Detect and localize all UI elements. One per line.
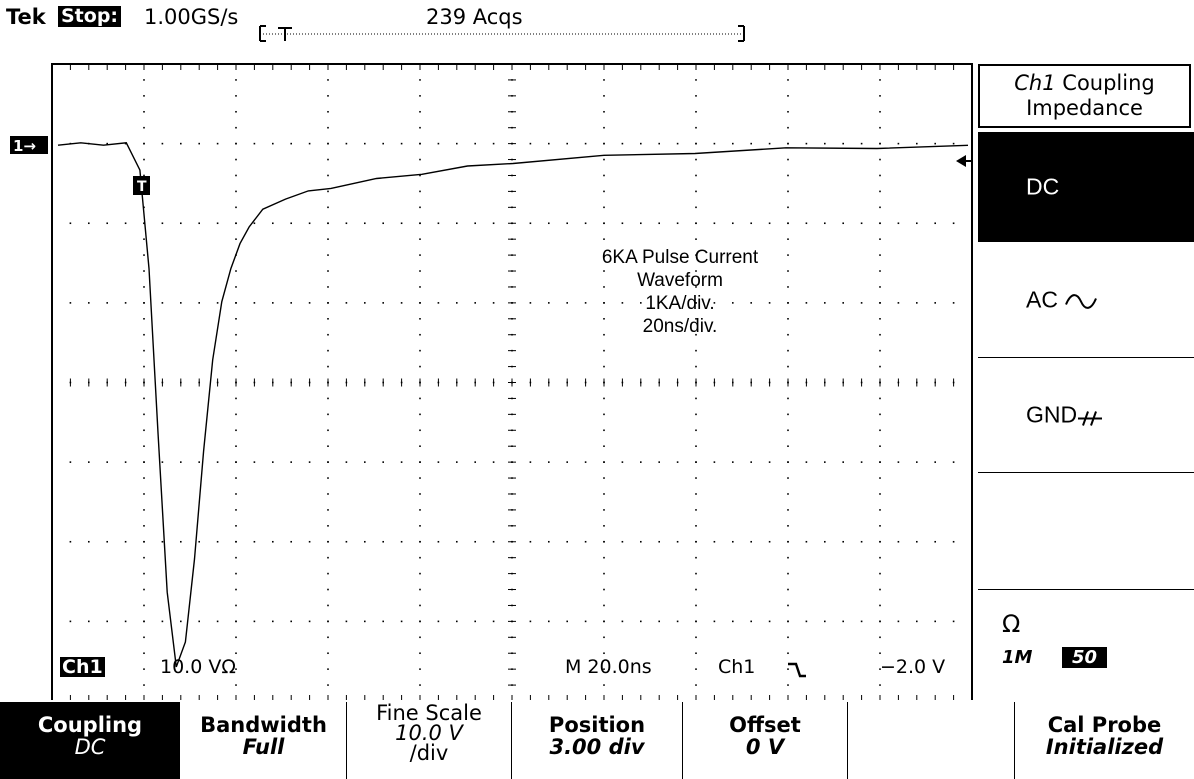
- impedance-option-1m[interactable]: 1M: [1002, 647, 1033, 668]
- annotation-line: 1KA/div.: [645, 293, 715, 314]
- timebase-readout: M 20.0ns: [565, 656, 652, 678]
- status-bar: Tek Stop: 1.00GS/s 239 Acqs: [0, 0, 1194, 60]
- channel-1-marker: 1→: [10, 136, 48, 155]
- side-menu-title-channel: Ch1: [1014, 71, 1056, 95]
- menu-fine-scale-unit: /div: [409, 741, 449, 765]
- side-item-empty[interactable]: [978, 473, 1194, 587]
- side-menu-title: Ch1 Coupling Impedance: [978, 64, 1191, 128]
- menu-fine-scale-value: 10.0 V: [395, 721, 463, 745]
- menu-empty-button[interactable]: [848, 702, 1014, 779]
- annotation-line: Waveform: [637, 270, 723, 291]
- annotation-line: 20ns/div.: [642, 316, 718, 337]
- side-item-impedance[interactable]: Ω 1M 50: [978, 590, 1194, 700]
- impedance-option-50[interactable]: 50: [1062, 647, 1108, 668]
- ground-icon: [1078, 411, 1103, 426]
- menu-bandwidth-value: Full: [242, 735, 285, 759]
- menu-fine-scale-label: Fine Scale: [376, 701, 482, 725]
- side-item-ac-text: AC: [1026, 286, 1058, 313]
- trigger-level-readout: −2.0 V: [880, 656, 946, 678]
- menu-cal-probe-button[interactable]: Cal Probe Initialized: [1015, 702, 1194, 779]
- side-item-ac[interactable]: AC: [978, 243, 1194, 357]
- side-item-gnd[interactable]: GND: [978, 358, 1194, 472]
- menu-offset-label: Offset: [729, 713, 801, 737]
- falling-edge-icon: [788, 662, 806, 678]
- menu-coupling-button[interactable]: Coupling DC: [0, 702, 180, 779]
- waveform-annotation: 6KA Pulse Current Waveform 1KA/div. 20ns…: [540, 246, 820, 338]
- menu-coupling-label: Coupling: [37, 713, 143, 737]
- ch1-waveform-trace: [57, 142, 969, 668]
- trigger-point-marker-label: T: [137, 179, 147, 195]
- menu-bandwidth-label: Bandwidth: [200, 713, 327, 737]
- ohm-icon: Ω: [1002, 610, 1021, 638]
- channel-1-marker-label: 1→: [13, 137, 36, 155]
- menu-bandwidth-button[interactable]: Bandwidth Full: [181, 702, 346, 779]
- trigger-point-marker: T: [133, 176, 150, 195]
- annotation-line: 6KA Pulse Current: [601, 247, 759, 268]
- menu-offset-button[interactable]: Offset 0 V: [683, 702, 847, 779]
- trigger-level-arrow-icon: [956, 155, 966, 167]
- side-item-gnd-label: GND: [1026, 402, 1103, 429]
- bottom-menu: Coupling DC Bandwidth Full Fine Scale 10…: [0, 702, 1194, 779]
- brand-label: Tek: [6, 5, 46, 29]
- side-menu: Ch1 Coupling Impedance DC AC GND Ω 1M: [978, 62, 1194, 702]
- graticule-grid: [51, 63, 973, 700]
- menu-cal-probe-label: Cal Probe: [1047, 713, 1162, 737]
- menu-position-button[interactable]: Position 3.00 div: [512, 702, 682, 779]
- acquisition-count: 239 Acqs: [426, 5, 523, 29]
- menu-offset-value: 0 V: [745, 735, 785, 759]
- menu-cal-probe-value: Initialized: [1045, 735, 1164, 759]
- menu-position-value: 3.00 div: [549, 735, 645, 759]
- side-item-gnd-text: GND: [1026, 401, 1078, 428]
- run-state-badge: Stop:: [58, 6, 122, 27]
- waveform-display: 1→ T: [10, 63, 973, 700]
- menu-fine-scale-button[interactable]: Fine Scale 10.0 V /div: [347, 702, 511, 779]
- ch1-scale-readout: 10.0 VΩ: [160, 656, 236, 678]
- trigger-source-readout: Ch1: [718, 656, 756, 678]
- ch1-badge: Ch1: [60, 656, 105, 678]
- record-view-bar: [259, 25, 745, 42]
- side-menu-title-text: Coupling: [1062, 71, 1155, 95]
- sample-rate: 1.00GS/s: [144, 5, 239, 29]
- menu-position-label: Position: [548, 713, 646, 737]
- side-menu-title-line2: Impedance: [1026, 96, 1143, 120]
- side-item-ac-label: AC: [1026, 287, 1098, 314]
- side-item-dc[interactable]: DC: [978, 132, 1194, 242]
- ac-wave-icon: [1065, 294, 1098, 309]
- side-item-dc-label: DC: [1026, 173, 1060, 200]
- menu-coupling-value: DC: [74, 735, 106, 759]
- trigger-position-marker-icon: [278, 27, 292, 41]
